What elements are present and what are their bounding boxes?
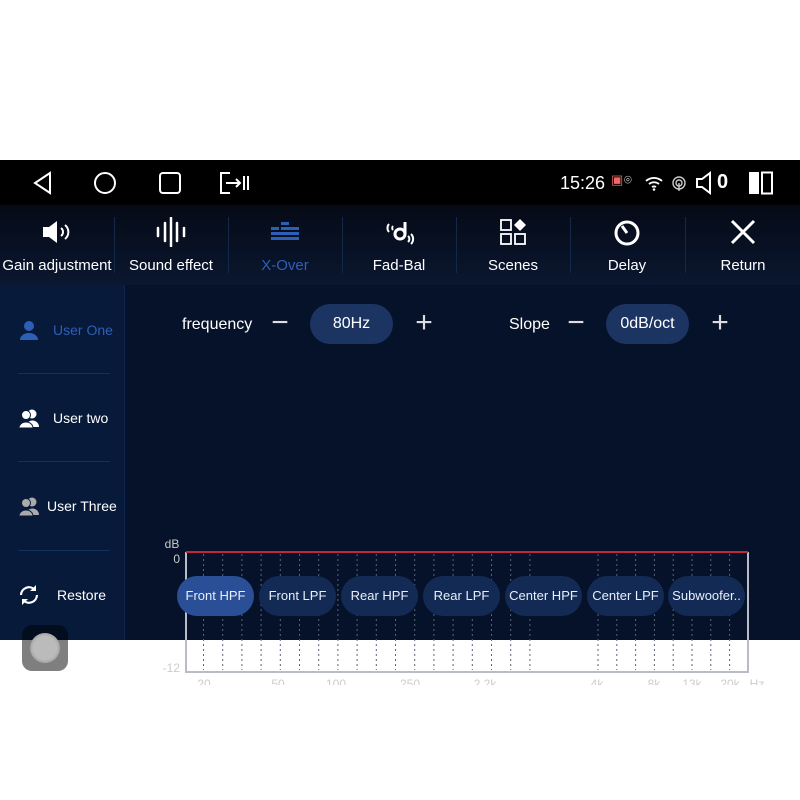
recents-icon[interactable] [157,170,183,196]
menu-scenes[interactable]: Scenes [456,205,570,285]
volume-level: 0 [717,171,729,193]
speaker-icon[interactable] [695,171,715,195]
clock: 15:26 [560,173,606,193]
user-sidebar: User One User two User Three Restore [0,285,125,671]
frequency-value: 80Hz [310,304,393,344]
seat-sound-icon [342,217,456,247]
tab-center-hpf[interactable]: Center HPF [505,576,582,616]
x-tick-label: 13k [682,677,702,685]
back-icon[interactable] [30,170,56,196]
user-icon [20,321,38,340]
menu-x-over[interactable]: X-Over [228,205,342,285]
slope-label: Slope [509,316,550,333]
x-tick-label: 20 [197,677,211,685]
location-icon: ⌾ [624,172,632,187]
frequency-label: frequency [182,316,253,333]
hotspot-icon [672,176,686,191]
home-icon[interactable] [92,170,118,196]
sidebar-item-restore[interactable]: Restore [0,550,125,638]
y-tick-label: 0 [173,552,180,566]
tab-center-lpf[interactable]: Center LPF [587,576,664,616]
restore-icon [19,585,39,605]
slope-plus-button[interactable]: + [711,306,729,339]
menu-gain-adjustment[interactable]: Gain adjustment [0,205,114,285]
menu-sound-effect[interactable]: Sound effect [114,205,228,285]
tab-rear-lpf[interactable]: Rear LPF [423,576,500,616]
waveform-icon [114,217,228,247]
close-icon [686,217,800,247]
top-menu: Gain adjustment Sound effect X-Over Fad-… [0,205,800,285]
menu-delay[interactable]: Delay [570,205,684,285]
y-tick-label: -12 [163,661,181,675]
users-icon [18,409,39,429]
x-tick-label: 8k [648,677,662,685]
users-icon [18,497,39,517]
wifi-icon [645,177,663,191]
screen-switch-icon[interactable] [218,170,250,196]
speaker-icon [0,217,114,247]
y-axis-label: dB [165,537,180,551]
split-screen-icon[interactable] [748,171,774,195]
timer-icon [570,217,684,247]
status-bar: 15:26 ▣ ⌾ 0 [0,160,800,205]
frequency-plus-button[interactable]: + [415,306,433,339]
sidebar-item-user-three[interactable]: User Three [0,461,125,549]
grid-icon [456,217,570,247]
x-tick-label: 250 [400,677,420,685]
tab-rear-hpf[interactable]: Rear HPF [341,576,418,616]
slope-minus-button[interactable]: − [567,306,585,339]
x-tick-label: 4k [591,677,605,685]
tab-subwoofer[interactable]: Subwoofer.. [668,576,745,616]
sidebar-item-user-two[interactable]: User two [0,373,125,461]
equalizer-icon [228,217,342,247]
tab-front-lpf[interactable]: Front LPF [259,576,336,616]
screen: 15:26 ▣ ⌾ 0 Gain adjustment Sound effect… [0,160,800,685]
x-unit-label: Hz [750,677,765,685]
slope-value: 0dB/oct [606,304,689,344]
x-tick-label: 50 [271,677,285,685]
x-tick-label: 20k [720,677,740,685]
frequency-minus-button[interactable]: − [271,306,289,339]
cast-icon: ▣ [611,172,624,187]
menu-return[interactable]: Return [686,205,800,285]
touch-indicator [22,625,68,671]
crossover-panel: frequency − 80Hz + Slope − 0dB/oct + dB … [126,285,800,685]
tab-front-hpf[interactable]: Front HPF [177,576,254,616]
menu-fad-bal[interactable]: Fad-Bal [342,205,456,285]
x-tick-label: 100 [326,677,346,685]
x-tick-label: 2.2k [474,677,498,685]
sidebar-item-user-one[interactable]: User One [0,285,125,373]
